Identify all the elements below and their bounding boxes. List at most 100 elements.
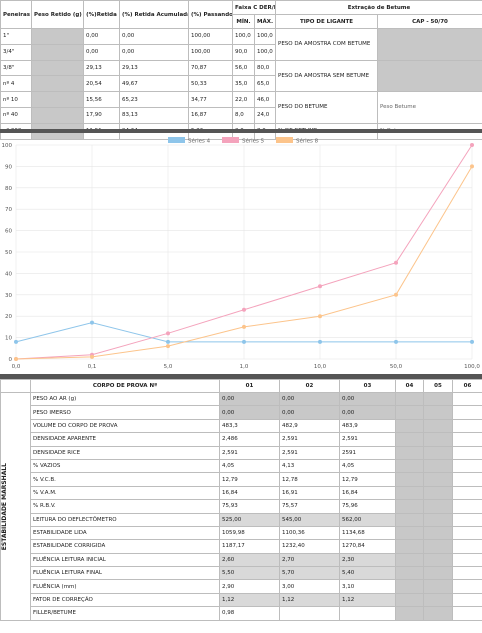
marshall-row: VOLUME DO CORPO DE PROVA 483,3 482,9 483,9 <box>1 418 482 434</box>
marshall-value[interactable]: 562,00 <box>339 512 396 527</box>
faixa-max-value: 100,0 <box>254 28 276 45</box>
marshall-value: 75,93 <box>219 499 280 514</box>
header-min: MÍN. <box>232 14 255 29</box>
y-tick-label: 20 <box>5 314 12 320</box>
marshall-value: 75,96 <box>339 499 396 514</box>
marshall-empty-cell <box>395 552 424 568</box>
marshall-row-label: PESO AO AR (g) <box>30 391 220 407</box>
marshall-value[interactable]: 5,40 <box>339 566 396 581</box>
sieve-label: nº 4 <box>0 75 32 93</box>
peso-retido-input[interactable] <box>31 59 84 77</box>
peso-betume-label: PESO DO BETUME <box>275 91 378 124</box>
marshall-empty-cell <box>423 566 453 581</box>
header-max: MÁX. <box>254 14 276 29</box>
marshall-value: 1232,40 <box>279 539 340 554</box>
marshall-value[interactable]: 2,70 <box>279 552 340 568</box>
marshall-empty-cell <box>395 566 424 581</box>
data-point <box>166 339 170 344</box>
marshall-empty-cell <box>423 552 453 568</box>
marshall-value: 1100,36 <box>279 525 340 541</box>
marshall-value: 16,91 <box>279 485 340 501</box>
marshall-empty-cell <box>423 485 453 501</box>
marshall-header-col: 06 <box>452 379 482 393</box>
peso-com-betume-input[interactable] <box>376 28 482 61</box>
marshall-row: FLUÊNCIA (mm) 2,90 3,00 3,10 <box>1 579 482 594</box>
marshall-row-label: % V.C.B. <box>30 472 220 487</box>
marshall-empty-cell <box>395 445 424 460</box>
marshall-value: 1187,17 <box>219 539 280 554</box>
passando-value: 34,77 <box>188 91 233 108</box>
marshall-value[interactable]: 1,12 <box>279 592 340 608</box>
marshall-empty-cell <box>423 512 453 527</box>
marshall-value[interactable]: 5,50 <box>219 566 280 581</box>
marshall-row-label: ESTABILIDADE LIDA <box>30 525 220 541</box>
marshall-value[interactable]: 545,00 <box>279 512 340 527</box>
marshall-empty-cell <box>423 472 453 487</box>
marshall-empty-cell <box>452 579 482 594</box>
y-tick-label: 50 <box>5 250 12 256</box>
passando-value: 16,87 <box>188 106 233 124</box>
marshall-value[interactable]: 0,00 <box>279 405 340 420</box>
header-retida-acumulada: (%) Retida Acumulada <box>119 0 189 29</box>
retida-value: 29,13 <box>83 59 120 77</box>
header-cap: CAP - 50/70 <box>376 14 482 29</box>
marshall-empty-cell <box>395 525 424 541</box>
legend-label: Séries 5 <box>242 138 265 145</box>
sieve-label: 1" <box>0 28 32 45</box>
marshall-empty-cell <box>452 418 482 434</box>
marshall-row-label: FLUÊNCIA LEITURA FINAL <box>30 566 220 581</box>
peso-retido-input[interactable] <box>31 43 84 61</box>
granulometric-curve-chart: 0 10 20 30 40 50 60 70 80 90 100 0,0 0,1 5,0 1,0 10,0 5… <box>2 137 480 370</box>
header-faixa: Faixa C DER/PR <box>232 0 276 15</box>
marshall-value[interactable]: 525,00 <box>219 512 280 527</box>
marshall-value[interactable]: 2,30 <box>339 552 396 568</box>
marshall-empty-cell <box>452 445 482 460</box>
marshall-empty-cell <box>395 499 424 514</box>
marshall-value[interactable]: 0,00 <box>219 391 280 407</box>
marshall-empty-cell <box>452 391 482 407</box>
marshall-side-label: ESTABILIDADE MARSHALL <box>1 462 9 550</box>
marshall-value[interactable]: 0,00 <box>279 391 340 407</box>
marshall-row-label: VOLUME DO CORPO DE PROVA <box>30 418 220 434</box>
peso-sem-betume-input[interactable] <box>376 59 482 93</box>
marshall-value[interactable]: 1,12 <box>339 592 396 608</box>
legend-swatch <box>168 137 185 143</box>
marshall-row: FILLER/BETUME 0,98 <box>1 606 482 621</box>
marshall-value[interactable]: 0,00 <box>219 405 280 420</box>
data-point <box>14 339 18 344</box>
marshall-value: 483,3 <box>219 418 280 434</box>
faixa-min-value: 56,0 <box>232 59 255 77</box>
marshall-value[interactable]: 5,70 <box>279 566 340 581</box>
sieve-row: 3/4" 0,00 0,00 100,00 90,0 100,0 <box>0 43 482 61</box>
marshall-row: FLUÊNCIA LEITURA FINAL 5,50 5,70 5,40 <box>1 566 482 581</box>
marshall-value[interactable]: 0,00 <box>339 405 396 420</box>
marshall-empty-cell <box>452 552 482 568</box>
sieve-label: 3/8" <box>0 59 32 77</box>
marshall-header-col: 02 <box>279 379 340 393</box>
marshall-empty-cell <box>395 512 424 527</box>
marshall-empty-cell <box>423 592 453 608</box>
header-peneiras: Peneiras <box>0 0 32 29</box>
marshall-value[interactable]: 2,60 <box>219 552 280 568</box>
marshall-empty-cell <box>452 525 482 541</box>
marshall-empty-cell <box>452 405 482 420</box>
marshall-row: % V.A.M. 16,84 16,91 16,84 <box>1 485 482 501</box>
peso-retido-input[interactable] <box>31 28 84 45</box>
faixa-min-value: 90,0 <box>232 43 255 61</box>
marshall-row: ESTABILIDADE CORRIGIDA 1187,17 1232,40 1270… <box>1 539 482 554</box>
peso-retido-input[interactable] <box>31 75 84 93</box>
data-point <box>470 143 474 147</box>
faixa-min-value: 22,0 <box>232 91 255 108</box>
marshall-empty-cell <box>395 606 424 621</box>
marshall-value: 1134,68 <box>339 525 396 541</box>
marshall-value[interactable]: 1,12 <box>219 592 280 608</box>
marshall-empty-cell <box>395 579 424 594</box>
peso-retido-input[interactable] <box>31 106 84 124</box>
passando-value: 100,00 <box>188 28 233 45</box>
faixa-max-value: 100,0 <box>254 43 276 61</box>
legend-label: Séries 4 <box>188 138 211 145</box>
peso-retido-input[interactable] <box>31 91 84 108</box>
marshall-row-label: % R.B.V. <box>30 499 220 514</box>
marshall-empty-cell <box>423 525 453 541</box>
marshall-value[interactable]: 0,00 <box>339 391 396 407</box>
